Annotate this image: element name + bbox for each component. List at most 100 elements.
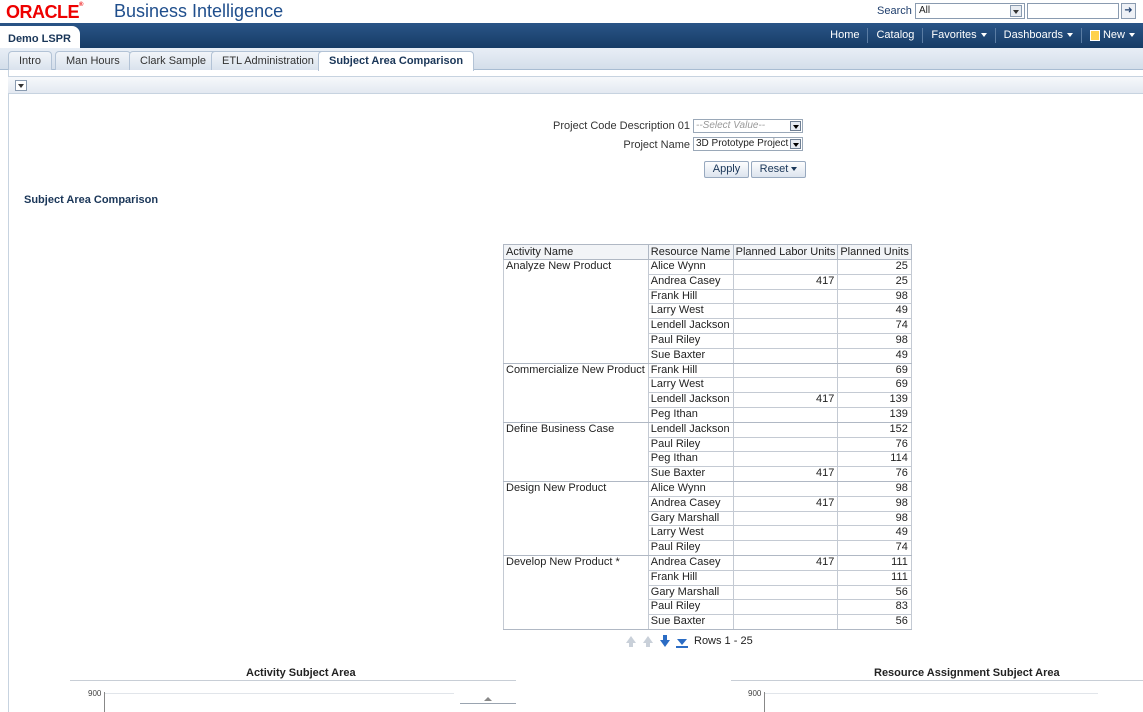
nav-home-label: Home — [830, 29, 860, 41]
next-page-icon[interactable] — [658, 634, 672, 648]
tab-man-hours[interactable]: Man Hours — [55, 51, 131, 70]
nav-home[interactable]: Home — [822, 28, 867, 43]
resource-name-cell[interactable]: Gary Marshall — [647, 584, 734, 601]
search-label: Search — [877, 5, 912, 17]
collapse-section-icon[interactable] — [15, 80, 27, 91]
activity-name-cell[interactable]: Define Business Case — [503, 421, 649, 482]
column-header-activity-name[interactable]: Activity Name — [503, 244, 649, 260]
planned-labor-units-cell — [732, 436, 839, 453]
project-code-label: Project Code Description 01 — [553, 120, 690, 132]
resource-name-cell[interactable]: Andrea Casey — [647, 495, 734, 512]
planned-labor-units-cell — [732, 303, 839, 320]
planned-labor-units-cell — [732, 510, 839, 527]
resource-name-cell[interactable]: Alice Wynn — [647, 259, 734, 275]
tab-clark-sample[interactable]: Clark Sample — [129, 51, 218, 70]
planned-units-cell: 83 — [837, 599, 912, 616]
resource-name-cell[interactable]: Sue Baxter — [647, 466, 734, 482]
resource-name-cell[interactable]: Lendell Jackson — [647, 318, 734, 334]
activity-name-cell[interactable]: Analyze New Product — [503, 259, 649, 364]
resource-name-cell[interactable]: Paul Riley — [647, 436, 734, 453]
table-row: Define Business Case Lendell Jackson 152 — [503, 421, 912, 482]
planned-units-cell: 98 — [837, 332, 912, 349]
planned-labor-units-cell: 417 — [732, 554, 839, 571]
resource-name-cell[interactable]: Larry West — [647, 525, 734, 542]
project-name-select[interactable]: 3D Prototype Project — [693, 137, 803, 151]
planned-labor-units-cell — [732, 362, 839, 379]
all-rows-icon[interactable] — [675, 634, 689, 648]
planned-labor-units-cell — [732, 525, 839, 542]
tab-intro[interactable]: Intro — [8, 51, 53, 70]
comparison-table: Activity Name Resource Name Planned Labo… — [503, 244, 912, 630]
previous-page-icon[interactable] — [641, 634, 655, 648]
resource-name-cell[interactable]: Frank Hill — [647, 288, 734, 305]
nav-favorites-label: Favorites — [931, 29, 977, 41]
planned-labor-units-cell — [732, 451, 839, 468]
search-scope-select[interactable]: All — [915, 3, 1025, 19]
resource-name-cell[interactable]: Frank Hill — [647, 362, 734, 379]
resource-name-cell[interactable]: Andrea Casey — [647, 554, 734, 571]
search-input[interactable] — [1027, 3, 1119, 19]
table-row: Peg Ithan 139 — [504, 406, 912, 423]
resource-chart-gridline — [764, 693, 1098, 694]
activity-name-cell[interactable]: Commercialize New Product — [503, 362, 649, 423]
resource-name-cell[interactable]: Paul Riley — [647, 540, 734, 556]
dashboard-name-tab — [0, 26, 80, 48]
planned-units-cell: 98 — [837, 510, 912, 527]
planned-units-cell: 25 — [837, 259, 912, 275]
tab-etl-administration[interactable]: ETL Administration — [211, 51, 325, 70]
planned-labor-units-cell: 417 — [732, 273, 839, 290]
nav-favorites[interactable]: Favorites — [922, 28, 994, 43]
project-code-placeholder: --Select Value-- — [696, 120, 766, 131]
resource-name-cell[interactable]: Lendell Jackson — [647, 392, 734, 408]
table-row: Analyze New Product Alice Wynn 25 — [503, 259, 912, 364]
resource-name-cell[interactable]: Peg Ithan — [647, 451, 734, 468]
resource-name-cell[interactable]: Sue Baxter — [647, 347, 734, 364]
section-header-bar — [8, 76, 1143, 94]
resource-name-cell[interactable]: Larry West — [647, 377, 734, 394]
planned-units-cell: 98 — [837, 480, 912, 497]
chevron-down-icon — [980, 33, 987, 38]
activity-name-cell[interactable]: Develop New Product * — [503, 554, 649, 630]
apply-button[interactable]: Apply — [704, 161, 749, 178]
nav-catalog[interactable]: Catalog — [867, 28, 922, 43]
column-header-resource-name[interactable]: Resource Name — [647, 244, 734, 260]
resource-name-cell[interactable]: Sue Baxter — [647, 614, 734, 630]
dashboard-name: Demo LSPR — [8, 33, 71, 45]
nav-new[interactable]: New — [1080, 28, 1143, 43]
planned-units-cell: 49 — [837, 525, 912, 542]
resource-name-cell[interactable]: Frank Hill — [647, 569, 734, 586]
nav-dashboards[interactable]: Dashboards — [994, 28, 1081, 43]
resource-name-cell[interactable]: Larry West — [647, 303, 734, 320]
table-row: Larry West 49 — [504, 303, 912, 320]
planned-labor-units-cell — [732, 480, 839, 497]
tab-subject-area-comparison[interactable]: Subject Area Comparison — [318, 51, 475, 71]
global-header — [0, 23, 1143, 48]
first-page-icon[interactable] — [624, 634, 638, 648]
project-code-select[interactable]: --Select Value-- — [693, 119, 803, 133]
resource-name-cell[interactable]: Andrea Casey — [647, 273, 734, 290]
resource-name-cell[interactable]: Paul Riley — [647, 332, 734, 349]
chevron-down-icon[interactable] — [1010, 5, 1022, 17]
dashboard-tabs: Intro Man Hours Clark Sample ETL Adminis… — [0, 48, 1143, 71]
resource-name-cell[interactable]: Peg Ithan — [647, 406, 734, 423]
column-header-planned-labor-units[interactable]: Planned Labor Units — [732, 244, 839, 260]
chevron-down-icon[interactable] — [790, 121, 801, 131]
resize-handle-icon[interactable] — [484, 697, 492, 701]
chevron-down-icon[interactable] — [790, 139, 801, 149]
arrow-right-icon[interactable]: ➜ — [1121, 3, 1136, 19]
resource-chart-y-axis — [764, 692, 765, 712]
resource-name-cell[interactable]: Alice Wynn — [647, 480, 734, 497]
activity-name-cell[interactable]: Design New Product — [503, 480, 649, 556]
resource-name-cell[interactable]: Lendell Jackson — [647, 421, 734, 438]
planned-units-cell: 139 — [837, 406, 912, 423]
tab-label: Intro — [19, 55, 42, 67]
resource-name-cell[interactable]: Paul Riley — [647, 599, 734, 616]
brand-bar: ORACLE® Business Intelligence Search All… — [0, 0, 1143, 23]
column-header-planned-units[interactable]: Planned Units — [837, 244, 912, 260]
table-row: Lendell Jackson 74 — [504, 318, 912, 334]
activity-chart-title: Activity Subject Area — [246, 667, 356, 679]
reset-button[interactable]: Reset — [751, 161, 806, 178]
resource-name-cell[interactable]: Gary Marshall — [647, 510, 734, 527]
table-row: Larry West 69 — [504, 377, 912, 394]
table-row: Design New Product Alice Wynn 98 — [503, 480, 912, 556]
